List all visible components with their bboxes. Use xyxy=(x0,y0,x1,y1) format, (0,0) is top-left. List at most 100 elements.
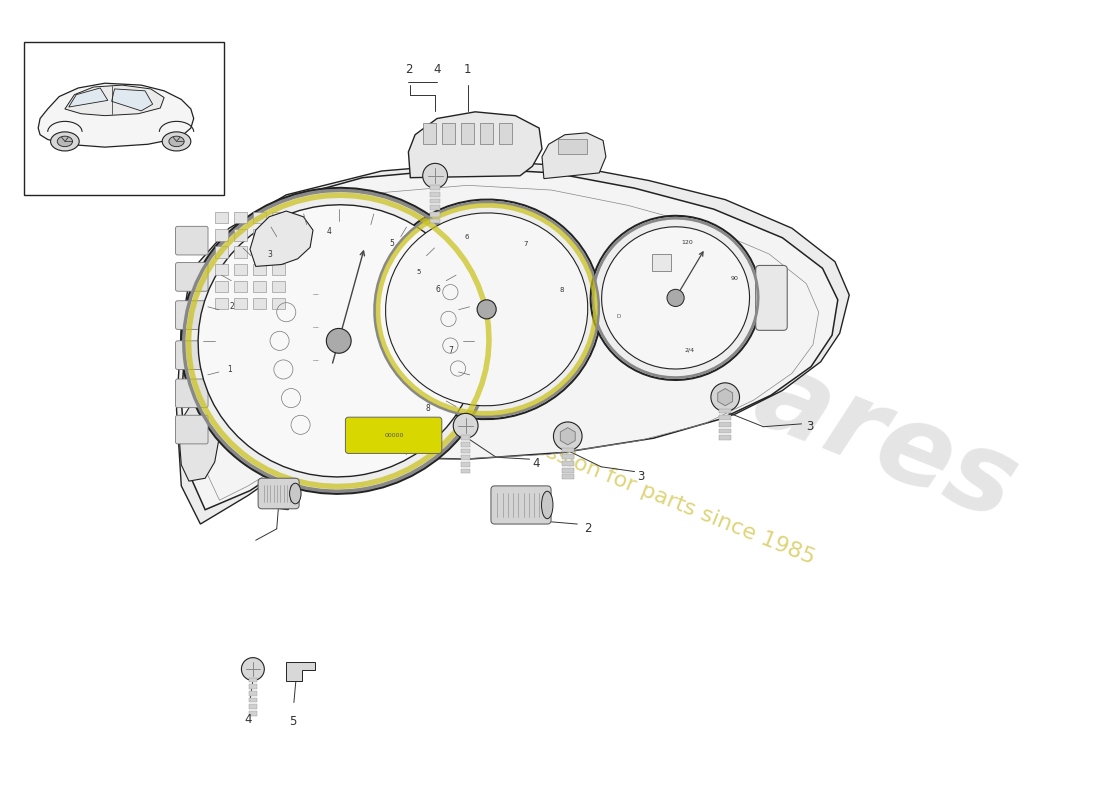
Bar xyxy=(234,263,248,275)
FancyBboxPatch shape xyxy=(176,341,208,370)
FancyBboxPatch shape xyxy=(176,415,208,444)
Bar xyxy=(461,455,471,460)
Bar xyxy=(430,186,440,190)
Polygon shape xyxy=(542,133,606,178)
Text: 1: 1 xyxy=(228,365,232,374)
Polygon shape xyxy=(250,211,314,266)
Bar xyxy=(719,422,732,426)
Bar xyxy=(214,281,228,292)
Bar xyxy=(499,123,513,144)
Bar xyxy=(272,281,285,292)
Bar xyxy=(422,123,436,144)
Circle shape xyxy=(553,422,582,450)
Ellipse shape xyxy=(372,199,601,419)
Bar xyxy=(214,298,228,310)
Bar xyxy=(253,298,266,310)
Circle shape xyxy=(327,329,351,354)
Text: 2: 2 xyxy=(229,302,234,311)
Ellipse shape xyxy=(386,213,587,406)
Polygon shape xyxy=(718,389,733,406)
Circle shape xyxy=(711,383,739,411)
Bar xyxy=(253,281,266,292)
Polygon shape xyxy=(65,85,164,116)
Bar xyxy=(461,435,471,440)
Text: ──: ── xyxy=(311,293,318,298)
Text: 5: 5 xyxy=(289,715,297,728)
Ellipse shape xyxy=(169,136,184,146)
Circle shape xyxy=(453,414,478,438)
Bar xyxy=(562,474,574,479)
Text: ──: ── xyxy=(311,359,318,364)
Bar xyxy=(249,704,257,709)
Bar xyxy=(249,691,257,696)
Text: 00000: 00000 xyxy=(384,433,404,438)
Bar xyxy=(461,469,471,474)
Text: D: D xyxy=(616,314,620,319)
FancyBboxPatch shape xyxy=(176,379,208,408)
Polygon shape xyxy=(182,168,838,510)
Bar xyxy=(234,212,248,223)
Bar xyxy=(272,229,285,241)
Bar xyxy=(461,462,471,466)
Text: eurospares: eurospares xyxy=(341,181,1033,543)
Bar xyxy=(272,212,285,223)
Bar xyxy=(430,218,440,223)
Bar xyxy=(234,281,248,292)
Bar xyxy=(249,698,257,702)
Bar xyxy=(249,711,257,716)
Text: 1: 1 xyxy=(464,62,471,75)
Ellipse shape xyxy=(51,132,79,151)
Bar xyxy=(430,198,440,203)
Text: 4: 4 xyxy=(433,62,441,75)
Text: ──: ── xyxy=(311,326,318,331)
Polygon shape xyxy=(111,89,153,111)
Text: 2/4: 2/4 xyxy=(685,348,695,353)
Bar xyxy=(214,212,228,223)
Ellipse shape xyxy=(182,188,496,494)
Ellipse shape xyxy=(602,227,749,369)
Polygon shape xyxy=(39,83,194,147)
Bar xyxy=(214,246,228,258)
Ellipse shape xyxy=(57,136,73,146)
Bar xyxy=(272,298,285,310)
Polygon shape xyxy=(560,428,575,445)
Text: 5: 5 xyxy=(389,239,394,249)
Bar xyxy=(249,678,257,682)
Bar xyxy=(562,468,574,473)
FancyBboxPatch shape xyxy=(176,226,208,255)
Bar xyxy=(719,415,732,420)
Bar xyxy=(558,138,586,154)
Bar xyxy=(214,229,228,241)
Ellipse shape xyxy=(198,205,480,477)
Bar xyxy=(234,229,248,241)
FancyBboxPatch shape xyxy=(176,262,208,291)
Text: 8: 8 xyxy=(560,287,564,293)
Bar xyxy=(272,263,285,275)
Text: 90: 90 xyxy=(730,276,739,282)
Bar xyxy=(442,123,455,144)
Circle shape xyxy=(477,300,496,319)
Ellipse shape xyxy=(289,483,301,504)
Bar xyxy=(430,212,440,217)
Text: 5: 5 xyxy=(417,269,421,274)
Polygon shape xyxy=(179,402,220,481)
Bar xyxy=(214,263,228,275)
Circle shape xyxy=(241,658,264,681)
Polygon shape xyxy=(176,162,849,524)
Bar xyxy=(430,192,440,197)
Text: 3: 3 xyxy=(637,470,645,483)
Bar xyxy=(562,448,574,453)
FancyBboxPatch shape xyxy=(258,478,299,509)
Bar xyxy=(234,298,248,310)
Polygon shape xyxy=(408,112,542,178)
Bar xyxy=(719,409,732,414)
Text: 8: 8 xyxy=(425,404,430,413)
FancyBboxPatch shape xyxy=(176,301,208,330)
Bar xyxy=(461,442,471,446)
Bar xyxy=(562,461,574,466)
Bar xyxy=(249,684,257,689)
Bar xyxy=(480,123,493,144)
Text: 3: 3 xyxy=(267,250,272,259)
FancyBboxPatch shape xyxy=(345,417,442,454)
Bar xyxy=(461,449,471,454)
